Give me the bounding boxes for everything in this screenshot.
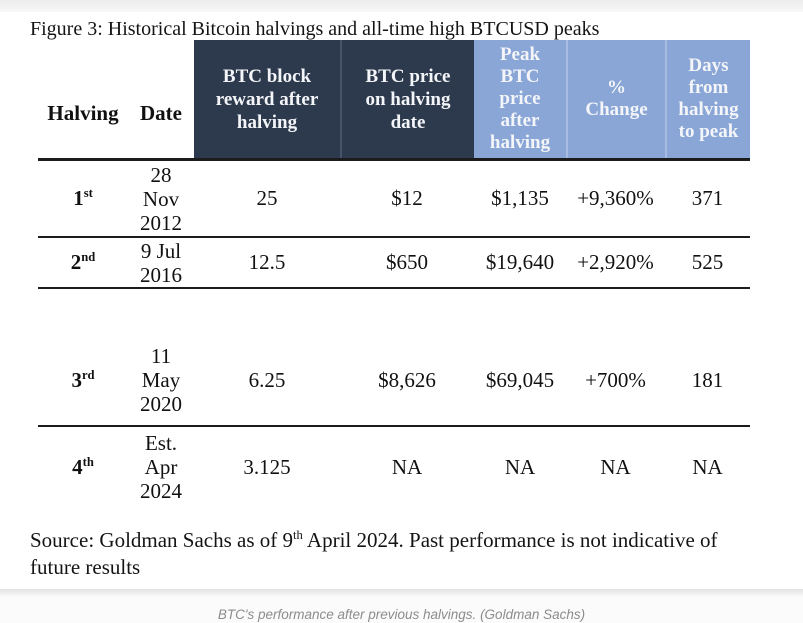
table-header-row: Halving Date BTC block reward after halv… <box>38 40 750 161</box>
peak-price-value: NA <box>504 454 536 479</box>
table-row-halving-3: 3rd 11 May 2020 6.25 $8,626 $69,045 +700… <box>38 289 750 427</box>
halving-date: 9 Jul 2016 <box>140 238 182 287</box>
col-header-pct-change: % Change <box>566 40 665 158</box>
col-header-btc-block-reward: BTC block reward after halving <box>194 40 340 158</box>
figure-title: Figure 3: Historical Bitcoin halvings an… <box>30 18 600 40</box>
days-to-peak-value: NA <box>692 454 723 479</box>
price-on-halving-value: $12 <box>391 186 423 210</box>
halving-ordinal: 3rd <box>71 367 95 392</box>
source-note: Source: Goldman Sachs as of 9th April 20… <box>30 528 718 579</box>
halving-date: 11 May 2020 <box>140 344 182 416</box>
halvings-table: Halving Date BTC block reward after halv… <box>38 40 750 507</box>
image-caption: BTC's performance after previous halving… <box>217 607 586 622</box>
content-bottom-shadow <box>0 589 803 597</box>
col-header-halving: Halving <box>47 100 119 125</box>
pct-change-value: NA <box>600 454 631 479</box>
halving-ordinal: 1st <box>73 186 93 210</box>
block-reward-value: 25 <box>256 186 278 210</box>
figure-content-block: Figure 3: Historical Bitcoin halvings an… <box>0 0 803 579</box>
page-top-strip <box>0 0 803 12</box>
table-row-halving-2: 2nd 9 Jul 2016 12.5 $650 $19,640 +2,920%… <box>38 238 750 289</box>
table-row-halving-4: 4th Est. Apr 2024 3.125 NA NA NA NA <box>38 427 750 507</box>
price-on-halving-value: NA <box>391 454 423 479</box>
days-to-peak-value: 181 <box>691 367 724 392</box>
pct-change-value: +700% <box>585 367 646 392</box>
col-header-days-to-peak: Days from halving to peak <box>665 40 750 158</box>
pct-change-value: +9,360% <box>577 186 654 210</box>
peak-price-value: $1,135 <box>491 186 549 210</box>
block-reward-value: 6.25 <box>248 367 286 392</box>
halving-date: 28 Nov 2012 <box>140 162 182 235</box>
col-header-btc-price-on-halving: BTC price on halving date <box>340 40 474 158</box>
halving-ordinal: 2nd <box>70 250 96 274</box>
days-to-peak-value: 371 <box>691 186 724 210</box>
price-on-halving-value: $650 <box>386 250 428 274</box>
halving-ordinal: 4th <box>72 454 94 479</box>
pct-change-value: +2,920% <box>577 250 654 274</box>
block-reward-value: 12.5 <box>248 250 286 274</box>
col-header-date: Date <box>140 100 182 125</box>
peak-price-value: $69,045 <box>485 367 555 392</box>
peak-price-value: $19,640 <box>485 250 555 274</box>
days-to-peak-value: 525 <box>691 250 724 274</box>
block-reward-value: 3.125 <box>243 454 291 479</box>
price-on-halving-value: $8,626 <box>378 367 436 392</box>
halving-date: Est. Apr 2024 <box>140 431 182 503</box>
table-row-halving-1: 1st 28 Nov 2012 25 $12 $1,135 +9,360% 37… <box>38 161 750 238</box>
col-header-peak-btc-price: Peak BTC price after halving <box>474 40 566 158</box>
